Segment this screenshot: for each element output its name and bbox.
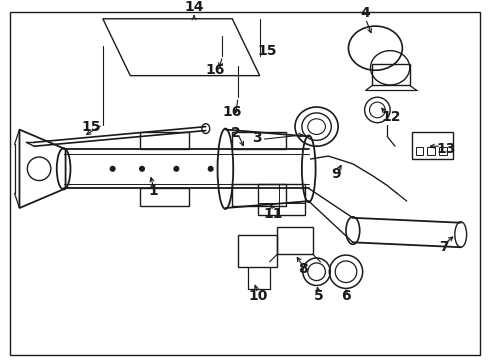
Bar: [232, 131, 286, 149]
Text: 15: 15: [258, 44, 277, 58]
Text: 12: 12: [381, 110, 401, 124]
Text: 7: 7: [439, 240, 449, 254]
Text: 5: 5: [314, 289, 323, 303]
Circle shape: [208, 166, 213, 171]
Bar: [238, 235, 277, 267]
Text: 14: 14: [184, 0, 204, 14]
Text: 13: 13: [436, 142, 456, 156]
Text: 3: 3: [252, 131, 262, 145]
Text: 16: 16: [222, 105, 242, 119]
Bar: [439, 147, 447, 155]
Circle shape: [174, 166, 179, 171]
Text: 15: 15: [81, 120, 101, 134]
Text: 8: 8: [298, 262, 308, 276]
Bar: [372, 64, 410, 85]
Circle shape: [110, 166, 115, 171]
Text: 11: 11: [264, 207, 283, 221]
Text: 1: 1: [149, 184, 159, 198]
Text: 9: 9: [331, 167, 341, 181]
Bar: [140, 131, 189, 149]
Text: 4: 4: [361, 6, 370, 20]
Bar: [140, 188, 189, 206]
Text: 16: 16: [206, 63, 225, 77]
Bar: [258, 184, 305, 215]
Bar: [412, 131, 453, 159]
Bar: [427, 147, 435, 155]
Circle shape: [140, 166, 145, 171]
Bar: [232, 184, 286, 206]
Text: 6: 6: [341, 289, 351, 303]
Bar: [277, 227, 313, 254]
Text: 2: 2: [231, 126, 241, 140]
Bar: [416, 147, 423, 155]
Text: 10: 10: [248, 289, 268, 303]
